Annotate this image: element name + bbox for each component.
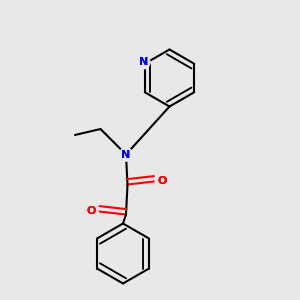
Circle shape	[137, 56, 150, 69]
Circle shape	[119, 148, 133, 161]
Text: O: O	[157, 176, 167, 187]
Circle shape	[155, 175, 169, 188]
Text: N: N	[122, 149, 130, 160]
Circle shape	[85, 205, 98, 218]
Text: O: O	[87, 206, 96, 217]
Text: N: N	[139, 57, 148, 67]
Text: O: O	[87, 206, 96, 217]
Text: O: O	[157, 176, 167, 187]
Text: N: N	[139, 57, 148, 67]
Text: N: N	[122, 149, 130, 160]
